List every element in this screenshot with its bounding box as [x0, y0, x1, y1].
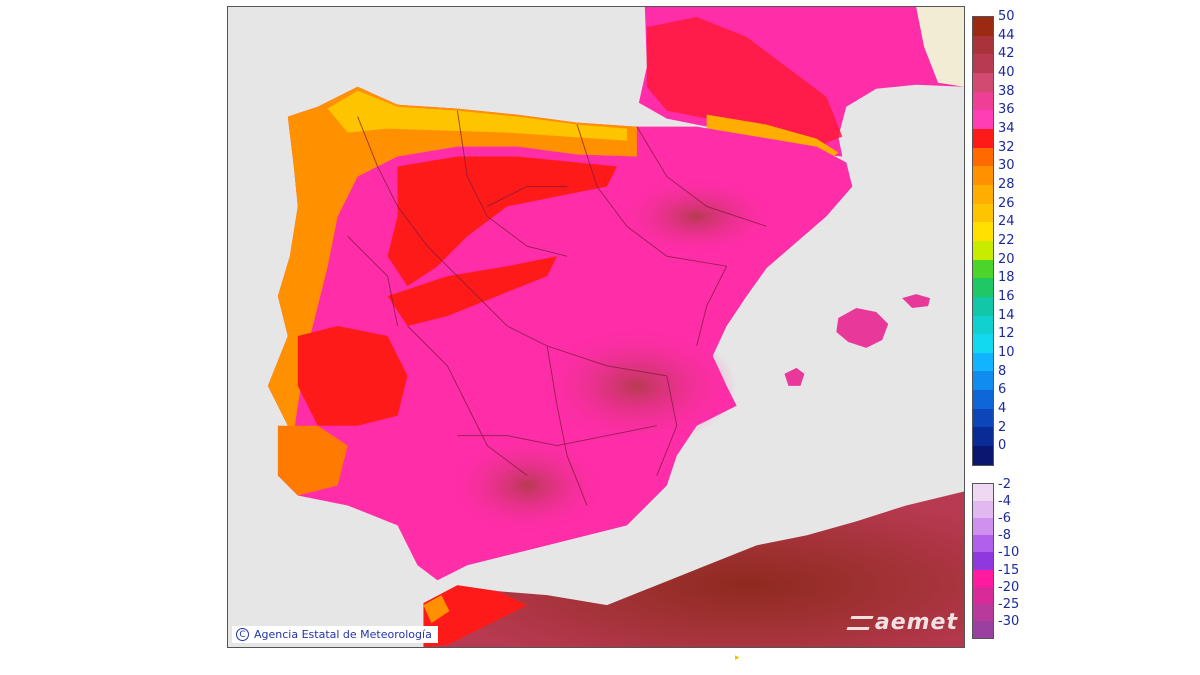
- legend-label: -20: [998, 579, 1020, 595]
- legend-swatch: [973, 603, 993, 621]
- legend-swatch: [973, 446, 993, 465]
- legend-label: -4: [998, 494, 1011, 510]
- france-hot-band: [646, 16, 843, 147]
- legend-label: 10: [998, 345, 1015, 360]
- copyright-icon: C: [236, 628, 249, 641]
- legend-label: 30: [998, 158, 1015, 174]
- ibiza: [784, 367, 805, 386]
- legend-label: 20: [998, 251, 1015, 267]
- morocco-coast-red: [423, 585, 528, 647]
- legend-swatch: [973, 222, 993, 241]
- legend-swatch: [973, 184, 993, 204]
- temperature-map: C Agencia Estatal de Meteorología aemet: [227, 6, 965, 648]
- legend-swatch: [973, 535, 993, 553]
- legend-label: -15: [998, 562, 1020, 578]
- legend-label: 6: [998, 382, 1007, 398]
- legend-label: 2: [998, 419, 1007, 435]
- legend-swatch: [973, 128, 993, 148]
- legend-positive-labels: 50 44 42 40 38 36 34 32 30 28 26 24 22 20 18 16 14 12 10 8 6…: [998, 9, 1038, 472]
- morocco-coast-orange: [423, 595, 450, 624]
- red-band-portugal: [297, 326, 408, 426]
- red-band-north: [387, 156, 617, 287]
- legend-label: 22: [998, 233, 1015, 248]
- legend-swatch: [973, 54, 993, 73]
- legend-swatch: [973, 240, 993, 260]
- legend-label: 24: [998, 214, 1015, 230]
- legend-label: 44: [998, 27, 1015, 43]
- legend-swatch: [973, 17, 993, 36]
- legend-swatch: [973, 35, 993, 55]
- legend-label: 4: [998, 401, 1007, 416]
- legend-label: 50: [998, 9, 1015, 24]
- legend-label: 18: [998, 270, 1015, 286]
- legend-swatch: [973, 91, 993, 111]
- legend-swatch: [973, 569, 993, 587]
- copyright-text: Agencia Estatal de Meteorología: [254, 628, 432, 641]
- atlantic-coast-warm: [267, 86, 637, 476]
- legend-label: -10: [998, 545, 1020, 561]
- legend-swatch: [973, 552, 993, 570]
- legend-swatch: [973, 586, 993, 604]
- legend-swatch: [973, 427, 993, 447]
- legend-label: 28: [998, 177, 1015, 192]
- legend-negative-scale: [972, 483, 994, 639]
- legend-swatch: [973, 110, 993, 129]
- orange-portugal-south: [277, 425, 348, 496]
- legend-swatch: [973, 278, 993, 297]
- region-borders: [347, 110, 767, 506]
- hot-core-ebro: [616, 176, 777, 257]
- legend-swatch: [973, 484, 993, 502]
- legend-swatch: [973, 147, 993, 167]
- legend-swatch: [973, 371, 993, 391]
- menorca: [902, 294, 931, 309]
- decorative-mark: ▸: [735, 653, 740, 663]
- legend-label: 12: [998, 326, 1015, 342]
- legend-label: 8: [998, 363, 1007, 379]
- legend-swatch: [973, 315, 993, 335]
- legend-swatch: [973, 166, 993, 185]
- aemet-logo-text: aemet: [874, 610, 958, 635]
- hot-core-guadalquivir: [447, 435, 607, 536]
- copyright-notice: C Agencia Estatal de Meteorología: [232, 626, 438, 643]
- legend-positive-scale: [972, 16, 994, 466]
- legend-label: 0: [998, 438, 1007, 454]
- north-africa-land: [423, 491, 964, 647]
- legend-label: 34: [998, 121, 1015, 136]
- legend-swatch: [973, 72, 993, 92]
- hot-core-south-east: [537, 326, 737, 446]
- aemet-logo-icon: [846, 615, 874, 630]
- map-canvas: [228, 7, 964, 647]
- legend-label: -30: [998, 613, 1020, 629]
- legend-label: 32: [998, 139, 1015, 155]
- legend-swatch: [973, 296, 993, 316]
- legend-label: -25: [998, 596, 1020, 612]
- cantabrian-yellow: [327, 90, 627, 141]
- france-cream: [916, 7, 964, 87]
- legend-label: -6: [998, 511, 1011, 527]
- legend-swatch: [973, 620, 993, 638]
- legend-swatch: [973, 390, 993, 409]
- legend-swatch: [973, 408, 993, 428]
- legend-swatch: [973, 259, 993, 279]
- legend-swatch: [973, 518, 993, 536]
- legend-label: 40: [998, 65, 1015, 80]
- legend-swatch: [973, 203, 993, 223]
- legend-label: 16: [998, 289, 1015, 304]
- legend-label: 14: [998, 307, 1015, 323]
- legend-label: 26: [998, 195, 1015, 211]
- mallorca: [836, 308, 889, 348]
- legend-swatch: [973, 501, 993, 519]
- legend-label: 42: [998, 46, 1015, 62]
- legend-negative-labels: -2 -4 -6 -8 -10 -15 -20 -25 -30: [998, 478, 1038, 644]
- legend-label: 36: [998, 102, 1015, 118]
- legend-swatch: [973, 352, 993, 372]
- legend-label: -8: [998, 528, 1011, 544]
- aemet-logo: aemet: [846, 610, 958, 635]
- legend-label: 38: [998, 83, 1015, 99]
- legend-swatch: [973, 334, 993, 353]
- legend-label: -2: [998, 477, 1011, 492]
